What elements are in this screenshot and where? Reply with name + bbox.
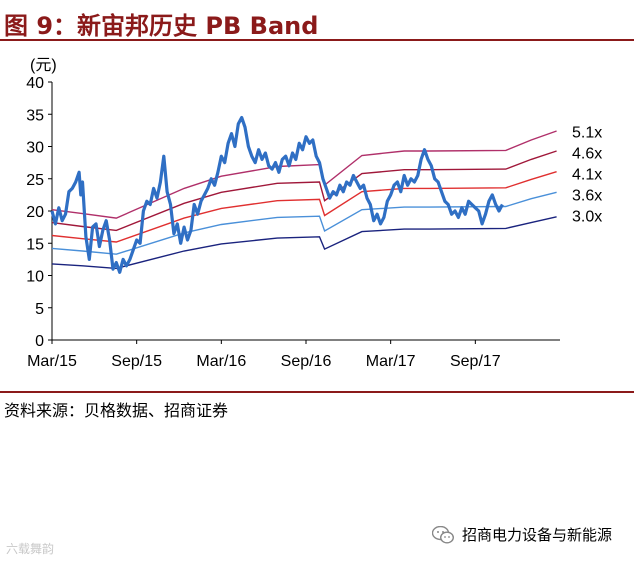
y-tick-label: 30 bbox=[26, 140, 44, 157]
band-label-3.6x: 3.6x bbox=[572, 188, 602, 205]
x-tick-label: Mar/15 bbox=[27, 353, 77, 370]
x-tick-label: Mar/17 bbox=[366, 353, 416, 370]
band-label-5.1x: 5.1x bbox=[572, 125, 602, 142]
band-label-4.1x: 4.1x bbox=[572, 167, 602, 184]
band-line-3.6x bbox=[51, 191, 557, 255]
page-title: 图 9：新宙邦历史 PB Band bbox=[4, 12, 319, 40]
band-label-3.0x: 3.0x bbox=[572, 209, 602, 226]
y-tick-label: 10 bbox=[26, 269, 44, 286]
y-tick-label: 25 bbox=[26, 172, 44, 189]
wechat-account-name: 招商电力设备与新能源 bbox=[462, 526, 613, 544]
y-axis-label: (元) bbox=[30, 57, 57, 74]
pb-band-chart: 0 5 10 15 20 25 30 35 40(元) Mar/15 Sep/15 Mar/16 Sep… bbox=[26, 57, 602, 370]
band-line-4.1x bbox=[51, 171, 557, 243]
y-tick-label: 15 bbox=[26, 236, 44, 253]
wechat-icon bbox=[432, 525, 454, 543]
price-line bbox=[50, 115, 504, 274]
x-tick-label: Sep/16 bbox=[281, 353, 332, 370]
y-tick-label: 20 bbox=[26, 204, 44, 221]
title-rule bbox=[0, 39, 634, 41]
x-tick-label: Sep/17 bbox=[450, 353, 501, 370]
band-label-4.6x: 4.6x bbox=[572, 146, 602, 163]
band-line-4.6x bbox=[51, 150, 557, 232]
y-tick-label: 5 bbox=[35, 301, 44, 318]
wechat-account: 招商电力设备与新能源 bbox=[432, 524, 612, 545]
y-tick-label: 35 bbox=[26, 107, 44, 124]
x-tick-label: Mar/16 bbox=[196, 353, 246, 370]
source-rule bbox=[0, 391, 634, 393]
watermark: 六载舞韵 bbox=[6, 542, 55, 556]
x-tick-label: Sep/15 bbox=[111, 353, 162, 370]
y-tick-label: 0 bbox=[35, 333, 44, 350]
source-note: 资料来源：贝格数据、招商证券 bbox=[4, 401, 229, 420]
y-tick-label: 40 bbox=[26, 75, 44, 92]
